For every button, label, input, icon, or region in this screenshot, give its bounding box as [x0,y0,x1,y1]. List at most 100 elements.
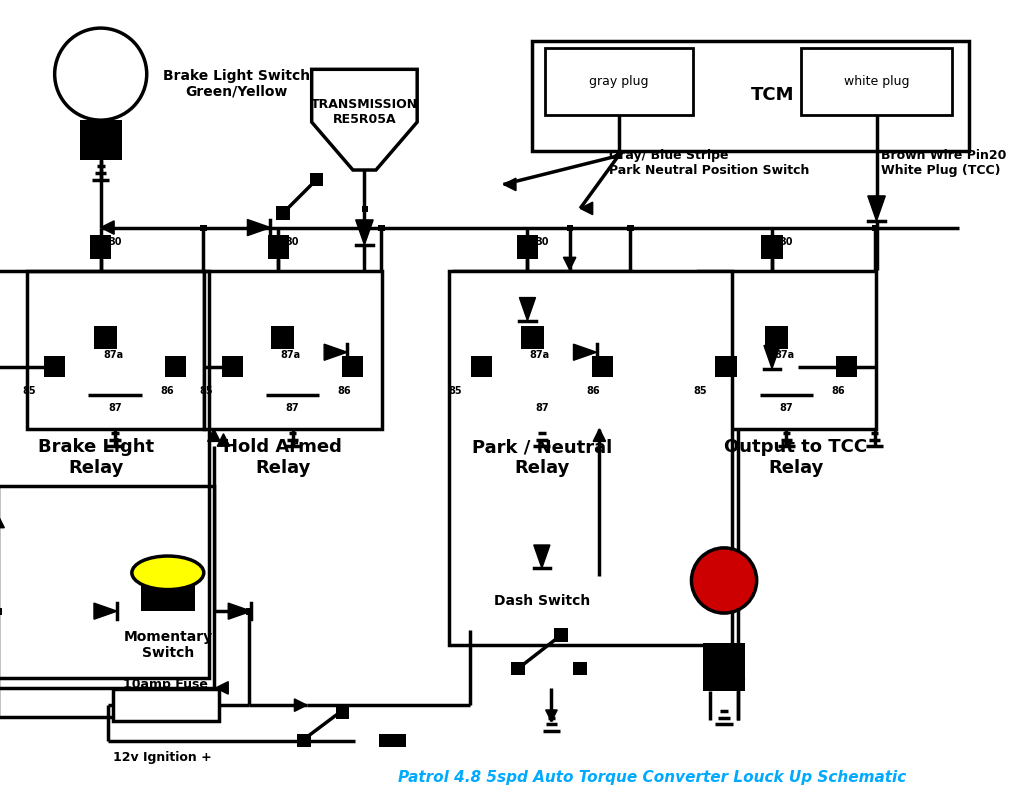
Text: 87: 87 [779,403,794,413]
Text: 86: 86 [338,386,351,396]
Text: Brake Light Switch
Green/Yellow: Brake Light Switch Green/Yellow [163,69,310,99]
Bar [702,643,745,691]
Bar [361,225,369,231]
Polygon shape [228,604,251,619]
Polygon shape [355,220,373,245]
Bar [471,356,492,377]
Bar [165,356,186,377]
Polygon shape [563,257,575,269]
Ellipse shape [691,548,757,613]
Text: 87a: 87a [529,350,550,360]
Polygon shape [573,344,597,360]
Text: 87: 87 [109,403,122,413]
Bar [716,356,736,377]
Polygon shape [732,667,744,680]
Text: 12v Ignition +: 12v Ignition + [114,752,212,765]
Polygon shape [216,682,228,694]
Text: 87: 87 [286,403,299,413]
Bar [532,40,969,150]
Bar [566,225,573,231]
Polygon shape [581,202,593,214]
Bar [473,576,612,625]
Text: Brake Light
Relay: Brake Light Relay [38,438,154,477]
Bar [271,326,295,349]
Bar [342,356,364,377]
Bar [545,49,693,116]
Text: Patrol 4.8 5spd Auto Torque Converter Louck Up Schematic: Patrol 4.8 5spd Auto Torque Converter Lo… [398,769,906,785]
Bar [521,326,544,349]
Bar [204,271,382,429]
Bar [221,356,243,377]
Bar [201,225,207,231]
Text: 30: 30 [779,237,794,247]
Text: 85: 85 [693,386,707,396]
Text: 30: 30 [286,237,299,247]
Polygon shape [519,298,536,320]
Bar [80,121,122,160]
Polygon shape [248,219,270,235]
Text: 86: 86 [831,386,845,396]
Text: 30: 30 [109,237,122,247]
Polygon shape [764,345,780,369]
Text: Hold Armed
Relay: Hold Armed Relay [223,438,342,477]
Bar [336,705,349,718]
Bar [90,235,112,259]
Text: Momentary
Switch: Momentary Switch [123,629,212,660]
Text: white plug: white plug [844,75,909,88]
Polygon shape [295,699,307,711]
Text: 86: 86 [160,386,174,396]
Polygon shape [217,434,229,447]
Bar [44,356,66,377]
Bar [27,271,204,429]
Text: 86: 86 [587,386,600,396]
Text: 87: 87 [535,403,549,413]
Bar [449,271,732,645]
Bar [378,225,385,231]
Bar [0,271,209,678]
Text: 87a: 87a [281,350,301,360]
Text: 87a: 87a [103,350,123,360]
Polygon shape [94,604,117,619]
Text: 87a: 87a [774,350,795,360]
Text: 85: 85 [22,386,36,396]
Bar [517,235,538,259]
Bar [765,326,788,349]
Polygon shape [546,710,557,722]
Text: 10amp Fuse: 10amp Fuse [123,678,208,691]
Bar [0,486,214,717]
Bar [554,629,567,642]
Bar [267,235,289,259]
Bar [94,326,117,349]
Bar [310,173,324,186]
Bar [114,688,219,722]
Polygon shape [0,515,4,527]
Bar [698,271,876,429]
Bar [276,206,290,220]
Text: 85: 85 [449,386,463,396]
Text: 30: 30 [536,237,549,247]
Bar [871,225,879,231]
Bar [247,608,253,615]
Text: Gray/ Blue Stripe
Park Neutral Position Switch: Gray/ Blue Stripe Park Neutral Position … [609,150,809,177]
Bar [615,153,623,159]
Polygon shape [208,429,220,442]
Bar [801,49,952,116]
Bar [511,662,524,676]
Bar [592,356,612,377]
Text: Output to TCC
Relay: Output to TCC Relay [724,438,867,477]
Bar [837,356,857,377]
Bar [379,734,406,748]
Bar [297,734,310,748]
Polygon shape [311,70,417,170]
Polygon shape [534,545,550,568]
Bar [141,582,195,611]
Bar [0,608,2,615]
Bar [627,225,634,231]
Bar [762,235,782,259]
Text: Brown Wire Pin20
White Plug (TCC): Brown Wire Pin20 White Plug (TCC) [882,150,1007,177]
Polygon shape [593,429,605,442]
Text: TCM: TCM [751,87,794,104]
Ellipse shape [132,556,204,590]
Text: Park / Neutral
Relay: Park / Neutral Relay [472,438,612,477]
Polygon shape [100,221,114,235]
